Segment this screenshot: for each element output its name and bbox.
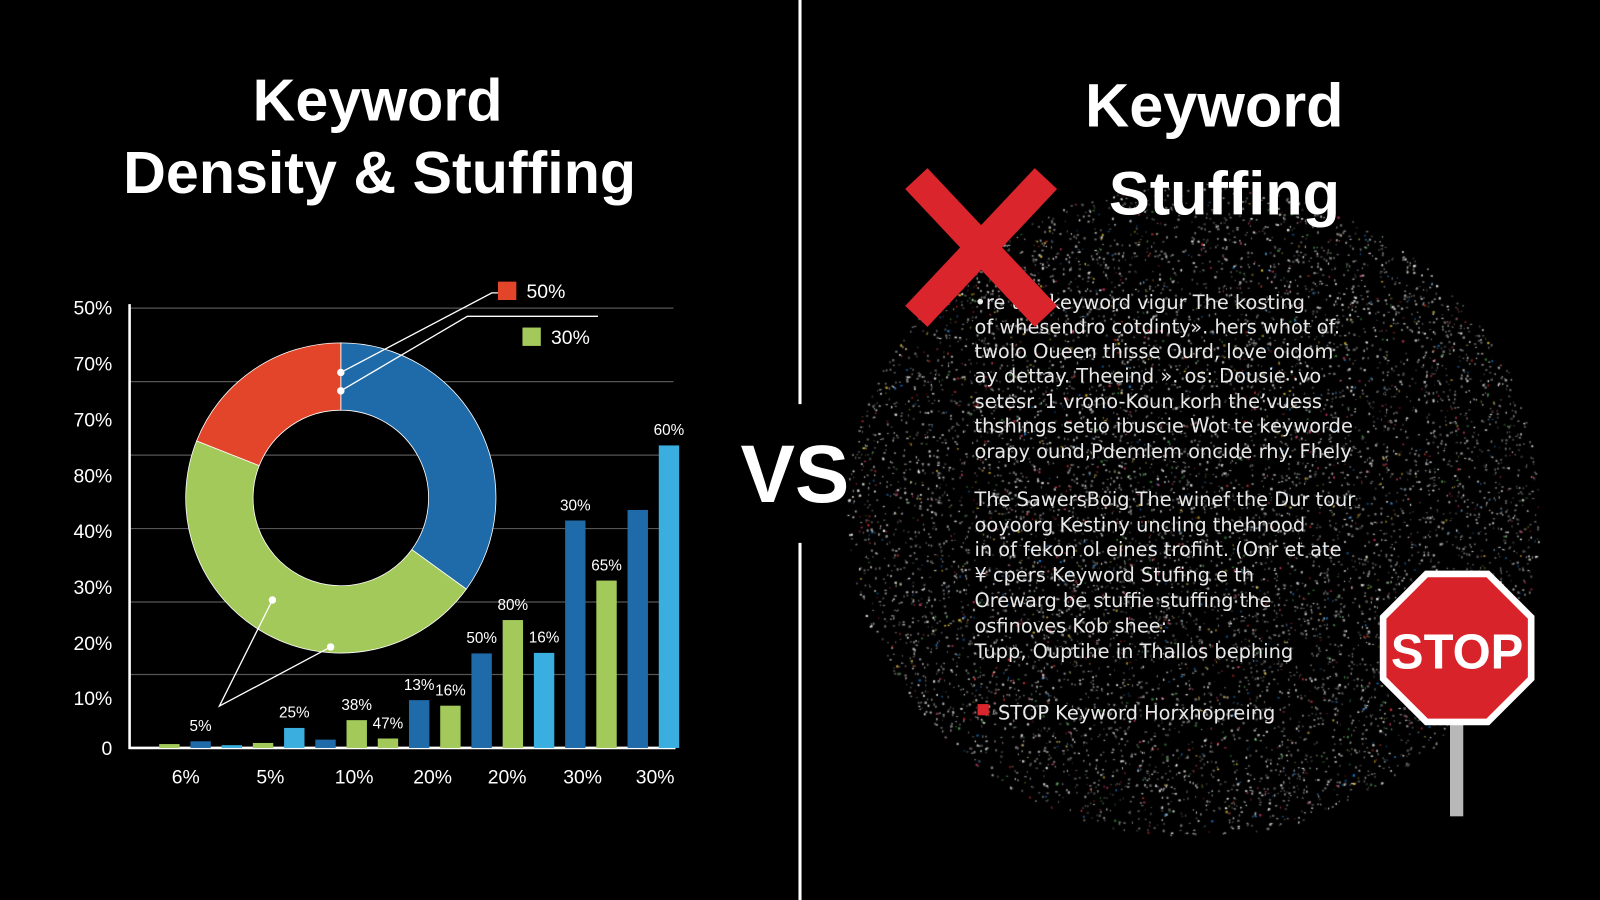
donut-slice [185,440,467,654]
bar-data-label: 65% [591,557,622,574]
donut-slice [196,342,342,467]
donut-chart [185,342,497,654]
body-text-line: Orewarg be stuffie stuffing the [974,589,1271,612]
bar [252,742,274,748]
y-tick-label: 80% [73,466,112,488]
bar-data-label: 50% [466,630,497,647]
x-tick-label: 5% [256,767,284,789]
footer-bullet-icon [977,704,989,716]
y-tick-label: 40% [73,521,112,543]
x-tick-label: 30% [563,767,602,789]
leader-dot [268,596,277,604]
y-tick-label: 70% [73,353,112,375]
bar-data-label: 16% [529,630,560,647]
leader-line-red [340,292,498,374]
stop-sign-text: STOP [1391,625,1523,679]
bar [284,727,305,748]
x-tick-labels: 6% 5% 10% 20% 20% 30% 30% [172,767,675,789]
x-tick-label: 20% [413,767,452,789]
donut-slice [340,342,497,590]
body-text-line: ¥ cpers Keyword Stufing e th [974,564,1254,587]
body-text-line: ay dettay. Theeind ». os: Dousie∴vo [974,365,1321,388]
bar-series: 5%25% 38%47%13% 16%50%80%16%30%65%60% [159,422,685,748]
body-text-line: in of fekon ol eines trofint. (Onr et at… [974,538,1341,561]
bar [565,520,586,748]
left-panel: Keyword Density & Stuffing 0 10% 20% 30% 40%… [73,66,684,788]
left-title-line2: Density & Stuffing [123,139,636,206]
body-text-line: The SawersBoig The winef the Dur tour [973,488,1355,511]
y-tick-label: 10% [73,688,112,710]
leader-dot [337,368,345,377]
body-text-line: osfinoves Kob shee: [974,615,1167,638]
body-text-line: thshings setio ibuscie Wot te keyworde [974,415,1352,438]
bar [440,705,461,748]
bar [658,445,680,748]
bar [346,720,367,748]
legend-label: 30% [551,327,590,349]
donut-legend: 50% 30% [497,281,590,349]
bar [190,741,211,748]
leader-dot [326,643,335,651]
body-text-line: setesr. 1 vrono-Koun korh the’vuess [974,390,1322,413]
legend-label: 50% [527,281,566,303]
bar-data-label: 38% [341,697,372,714]
x-tick-label: 20% [488,767,527,789]
left-title-line1: Keyword [253,66,503,133]
legend-swatch [497,281,517,300]
y-tick-label: 70% [73,410,112,432]
donut-leader-lines [217,292,598,708]
bar [627,509,648,748]
body-text-line: of whesendro cotdinty». hers whot of. [974,316,1340,339]
body-text-line: twolo Oueen thisse Ourd, love oidom [974,340,1333,363]
right-title-line2: Stuffing [1109,159,1340,227]
legend-swatch [522,327,541,346]
bar-data-label: 25% [279,705,310,722]
x-tick-label: 10% [335,767,374,789]
bar [315,739,336,748]
vs-label: VS [740,429,849,520]
bar-data-label: 5% [190,718,213,735]
body-text-line: ooyoorg Kestiny uncling thehnood [974,514,1305,537]
y-tick-label: 50% [73,297,112,319]
bar-data-label: 80% [498,597,529,614]
bar [159,744,180,748]
y-tick-labels: 0 10% 20% 30% 40% 80% 70% 70% 50% [73,297,112,760]
bar-data-label: 16% [435,682,466,699]
body-text-line: orapy ound,Pdemlem oncide rhy. Fhely [974,440,1351,463]
y-tick-label: 0 [101,738,112,760]
y-tick-label: 20% [73,633,112,655]
bar [221,745,243,748]
y-tick-label: 30% [73,577,112,599]
x-tick-label: 6% [172,767,200,789]
x-tick-label: 30% [636,767,675,789]
bar [502,620,524,748]
bar-data-label: 30% [560,497,591,514]
bar-data-label: 47% [373,715,404,732]
footer-line: STOP Keyword Horxhopreing [998,701,1275,724]
right-title-line1: Keyword [1085,72,1344,140]
bar-data-label: 13% [404,677,435,694]
leader-line-lower [217,599,331,708]
body-text-line: •re the keyword vigur The kosting [974,291,1304,314]
bar [596,580,617,748]
bar-data-label: 60% [654,422,685,439]
bar [377,738,399,748]
bar [471,653,492,748]
red-x-icon [905,168,1058,327]
body-text-line: Tupp, Ouptihe in Thallos bephing [973,640,1293,663]
leader-dot [337,387,345,395]
right-panel: Keyword Stuffing •re the keyword vigur T… [905,72,1535,817]
leader-line-green [340,315,598,392]
bar [408,700,430,748]
stop-sign-icon: STOP [1379,570,1535,817]
bar [533,652,555,748]
